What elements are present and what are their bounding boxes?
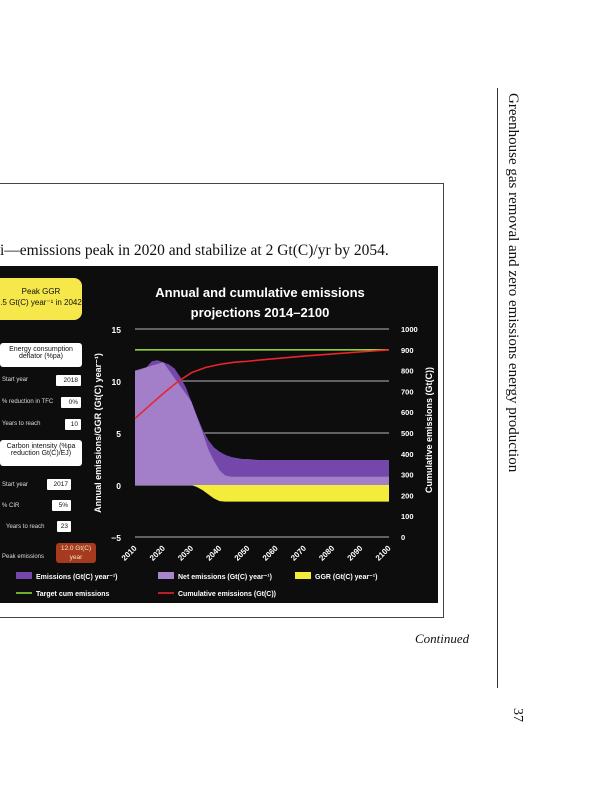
legend-label: Cumulative emissions (Gt(C)) [178, 591, 276, 598]
carbon-start-input[interactable]: 2017 [47, 479, 71, 490]
energy-start-input[interactable]: 2018 [56, 375, 81, 386]
x-tick-label: 2040 [204, 543, 223, 562]
y2-tick-label: 500 [401, 429, 414, 438]
x-tick-label: 2080 [317, 543, 336, 562]
y2-tick-label: 300 [401, 471, 414, 480]
y2-tick-label: 200 [401, 491, 414, 500]
ggr-area [135, 485, 389, 502]
y-tick-label: 5 [116, 429, 121, 439]
energy-header: Energy consumption deflator (%pa) [0, 343, 82, 367]
y-tick-label: 10 [112, 377, 122, 387]
legend-swatch [295, 572, 311, 579]
x-tick-label: 2030 [176, 543, 195, 562]
y2-axis-title: Cumulative emissions (Gt(C)) [424, 367, 434, 493]
y-tick-label: −5 [111, 533, 121, 543]
page-number: 37 [510, 708, 525, 722]
legend-label: Target cum emissions [36, 591, 110, 598]
x-tick-label: 2060 [261, 543, 280, 562]
y2-tick-label: 100 [401, 512, 414, 521]
legend-label: GGR (Gt(C) year⁻¹) [315, 574, 377, 581]
y2-tick-label: 0 [401, 533, 405, 542]
x-tick-label: 2100 [374, 543, 393, 562]
x-tick-label: 2090 [346, 543, 365, 562]
y-axis-title: Annual emissions/GGR (Gt(C) year⁻¹) [93, 353, 103, 513]
continued-label: Continued [415, 631, 470, 646]
peak-emissions-label: Peak emissions [2, 554, 45, 560]
legend-swatch [158, 572, 174, 579]
peak-ggr-callout: Peak GGR .5 Gt(C) year⁻¹ in 2042 [0, 278, 82, 320]
cumulative-emissions-line [134, 349, 390, 420]
carbon-cir-label: % CIR [2, 503, 20, 509]
x-tick-label: 2020 [148, 543, 167, 562]
energy-years-input[interactable]: 10 [65, 419, 81, 430]
legend-label: Emissions (Gt(C) year⁻¹) [36, 574, 118, 581]
energy-start-label: Start year [2, 377, 29, 383]
legend-swatch [16, 572, 32, 579]
peak-emissions-value: 12.0 Gt(C) year [56, 543, 96, 563]
net-emissions-area [135, 362, 389, 485]
energy-reduction-input[interactable]: 0% [61, 397, 81, 408]
y2-tick-label: 900 [401, 346, 414, 355]
energy-reduction-label: % reduction in TFC [2, 399, 54, 405]
carbon-years-label: Years to reach [6, 524, 45, 530]
carbon-header: Carbon intensity (%pa reduction Gt(C)/EJ… [0, 440, 82, 466]
chart-title-line2: projections 2014–2100 [190, 305, 330, 320]
figure-caption: i—emissions peak in 2020 and stabilize a… [0, 242, 389, 259]
running-head: Greenhouse gas removal and zero emission… [505, 93, 521, 473]
x-tick-label: 2010 [120, 543, 139, 562]
x-tick-label: 2070 [289, 543, 308, 562]
carbon-cir-input[interactable]: 5% [52, 500, 71, 511]
x-tick-label: 2050 [233, 543, 252, 562]
side-rule [497, 88, 498, 688]
legend-label: Net emissions (Gt(C) year⁻¹) [178, 574, 272, 581]
y2-tick-label: 600 [401, 408, 414, 417]
carbon-start-label: Start year [2, 482, 29, 488]
y-tick-label: 15 [112, 325, 122, 335]
chart-title-line1: Annual and cumulative emissions [155, 285, 365, 300]
y2-tick-label: 400 [401, 450, 414, 459]
peak-ggr-line2: .5 Gt(C) year⁻¹ in 2042 [0, 298, 82, 307]
peak-ggr-line1: Peak GGR [21, 287, 61, 296]
carbon-years-input[interactable]: 23 [57, 521, 71, 532]
energy-years-label: Years to reach [2, 421, 41, 427]
y2-tick-label: 1000 [401, 325, 418, 334]
chart-title: Annual and cumulative emissions projecti… [120, 283, 400, 323]
y2-tick-label: 700 [401, 387, 414, 396]
y-tick-label: 0 [116, 481, 121, 491]
y2-tick-label: 800 [401, 367, 414, 376]
